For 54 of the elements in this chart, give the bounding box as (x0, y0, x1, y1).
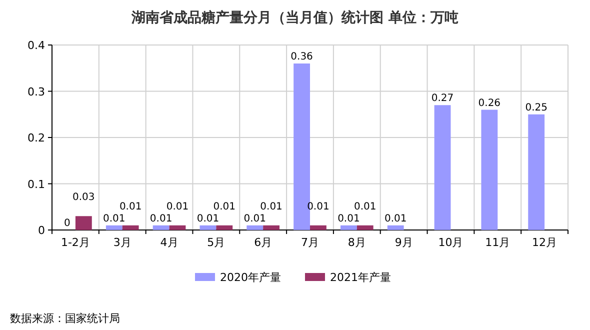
data-label: 0.01 (119, 201, 142, 212)
data-label: 0.01 (244, 213, 266, 224)
data-label: 0.25 (525, 102, 548, 114)
data-label: 0.01 (196, 213, 220, 224)
x-tick-label: 1-2月 (60, 236, 90, 249)
bar (528, 114, 545, 230)
data-label: 0.01 (103, 213, 126, 224)
bar (122, 225, 139, 230)
bar (152, 225, 170, 230)
bar (310, 225, 326, 230)
source-note: 数据来源：国家统计局 (10, 312, 120, 325)
legend-label: 2021年产量 (330, 271, 391, 284)
y-tick-label: 0.2 (28, 132, 45, 144)
bar (169, 225, 186, 230)
data-label: 0.01 (166, 201, 189, 212)
chart-title: 湖南省成品糖产量分月（当月值）统计图 单位：万吨 (130, 9, 458, 26)
y-tick-label: 0.3 (28, 85, 45, 98)
bar (263, 225, 280, 230)
x-tick-label: 11月 (485, 236, 510, 249)
y-tick-label: 0.4 (28, 39, 45, 52)
x-tick-label: 8月 (348, 236, 366, 249)
x-tick-label: 3月 (113, 236, 132, 249)
x-tick-label: 4月 (160, 236, 178, 249)
bar (200, 225, 216, 230)
data-label: 0.01 (338, 213, 360, 224)
bar (481, 110, 498, 230)
x-tick-label: 6月 (254, 236, 272, 249)
data-label: 0.01 (354, 201, 376, 212)
x-tick-label: 12月 (532, 236, 558, 249)
bar (340, 225, 357, 230)
bar (106, 225, 122, 230)
data-label: 0.03 (72, 192, 95, 204)
data-label: 0.01 (307, 201, 330, 212)
bar (434, 105, 451, 230)
data-label: 0.01 (384, 213, 407, 224)
data-label: 0.01 (213, 201, 236, 212)
bar (356, 225, 374, 230)
bar (387, 225, 404, 230)
y-tick-label: 0 (38, 224, 45, 237)
x-tick-label: 10月 (438, 236, 464, 249)
data-label: 0.27 (431, 93, 454, 104)
bar (246, 225, 264, 230)
x-tick-label: 5月 (207, 236, 226, 249)
legend-label: 2020年产量 (220, 271, 281, 284)
x-tick-label: 7月 (301, 236, 319, 249)
data-label: 0.26 (478, 98, 501, 109)
data-label: 0.01 (150, 213, 172, 224)
data-label: 0 (64, 218, 70, 229)
data-label: 0.01 (260, 201, 282, 212)
y-tick-label: 0.1 (28, 178, 45, 191)
bar (216, 225, 233, 230)
bar (75, 216, 92, 230)
data-label: 0.36 (290, 52, 313, 62)
x-tick-label: 9月 (394, 236, 413, 249)
